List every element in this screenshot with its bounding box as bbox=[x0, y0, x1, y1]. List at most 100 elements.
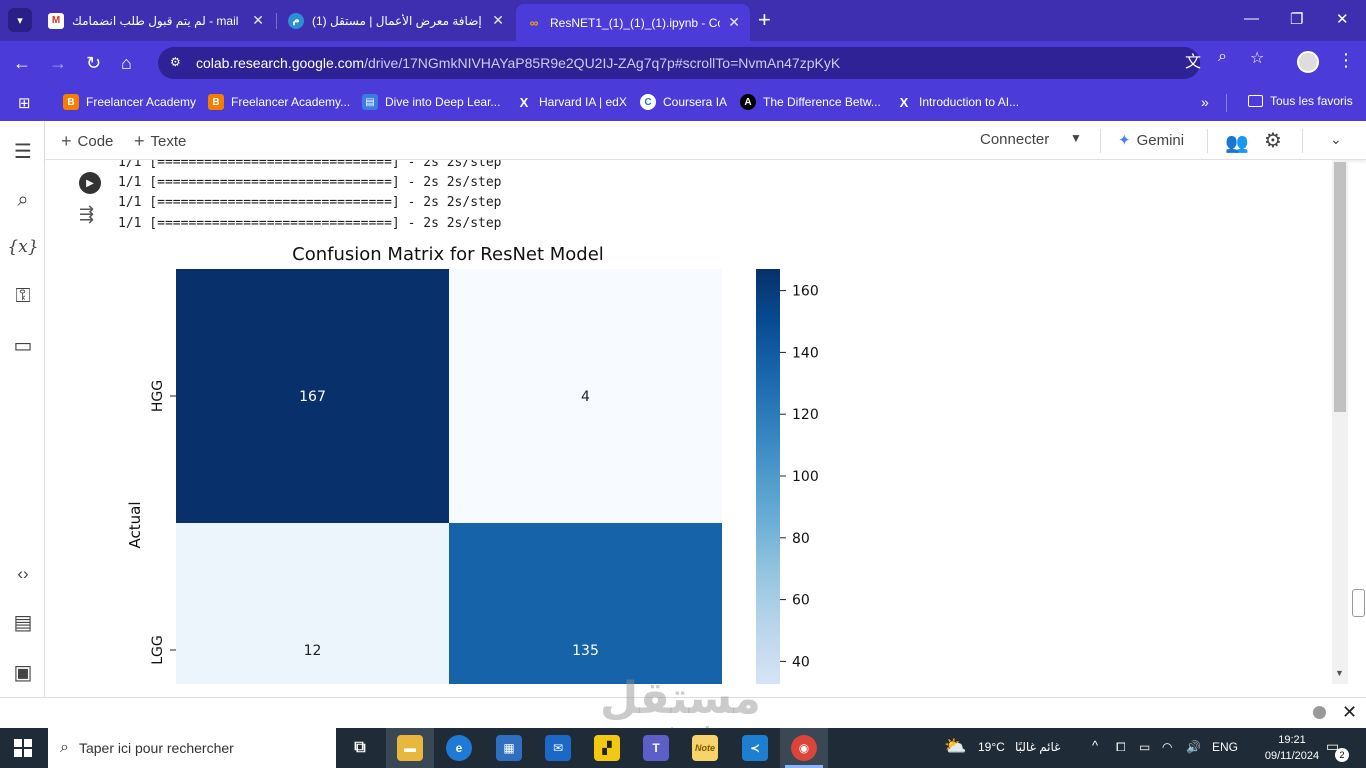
scroll-down-arrow-icon[interactable]: ▼ bbox=[1335, 668, 1344, 678]
key-icon[interactable]: ⚿ bbox=[15, 284, 31, 307]
bookmark-freelancer-academy-2[interactable]: B Freelancer Academy... bbox=[208, 94, 350, 110]
bookmark-dive-into-deep-learning[interactable]: ▤ Dive into Deep Lear... bbox=[362, 94, 500, 110]
tab-mostaql[interactable]: م (1) إضافة معرض الأعمال | مستقل ✕ bbox=[278, 6, 514, 35]
output-line: 1/1 [==============================] - 2… bbox=[118, 175, 502, 190]
taskbar-search-box[interactable]: ⌕ Taper ici pour rechercher bbox=[48, 728, 336, 768]
gemini-button[interactable]: ✦ Gemini bbox=[1118, 131, 1185, 150]
close-icon[interactable]: ✕ bbox=[252, 12, 264, 28]
translate-icon[interactable]: 文 bbox=[1185, 54, 1202, 71]
weather-cloud-icon[interactable]: ⛅ bbox=[944, 736, 967, 756]
apps-grid-icon[interactable]: ⊞ bbox=[18, 95, 31, 112]
minimize-icon[interactable]: — bbox=[1244, 10, 1259, 27]
battery-icon[interactable]: ▭ bbox=[1139, 740, 1151, 754]
tray-overflow-chevron-icon[interactable]: ^ bbox=[1092, 738, 1099, 753]
system-clock[interactable]: 19:21 09/11/2024 bbox=[1262, 732, 1322, 764]
bookmark-coursera[interactable]: C Coursera IA bbox=[640, 94, 727, 110]
tab-divider bbox=[276, 13, 277, 29]
zoom-icon[interactable]: ⌕ bbox=[1218, 48, 1227, 65]
tab-gmail[interactable]: M لم يتم قبول طلب انضمامك - mail ✕ bbox=[38, 6, 274, 35]
mostaql-icon: م bbox=[288, 12, 304, 29]
page-scrollbar-thumb[interactable] bbox=[1352, 589, 1365, 617]
command-palette-icon[interactable]: ▤ bbox=[13, 611, 33, 634]
home-icon[interactable]: ⌂ bbox=[121, 53, 132, 73]
site-info-icon[interactable]: ⚙ bbox=[170, 55, 181, 69]
site-icon: A bbox=[740, 94, 756, 110]
close-panel-icon[interactable]: ✕ bbox=[1342, 702, 1358, 722]
more-menu-icon[interactable]: ⋮ bbox=[1337, 50, 1355, 70]
address-bar[interactable]: ⚙ colab.research.google.com/drive/17NGmk… bbox=[158, 47, 1200, 79]
clock-date: 09/11/2024 bbox=[1264, 750, 1320, 762]
forward-arrow-icon[interactable]: → bbox=[49, 53, 67, 73]
cell-value-label: 167 bbox=[299, 389, 326, 405]
collapse-chevron-icon[interactable]: ⌄ bbox=[1330, 131, 1342, 147]
add-code-button[interactable]: + Code bbox=[61, 131, 113, 152]
colorbar-tick-label: 40 bbox=[792, 654, 810, 670]
share-people-icon[interactable]: 👥 bbox=[1225, 133, 1249, 154]
language-indicator[interactable]: ENG bbox=[1212, 740, 1239, 754]
file-explorer-icon[interactable]: ▬ bbox=[397, 735, 423, 761]
edge-browser-icon[interactable]: e bbox=[446, 735, 472, 761]
profile-avatar[interactable] bbox=[1297, 51, 1319, 73]
new-tab-plus-icon[interactable]: + bbox=[758, 7, 771, 32]
y-tick-label: HGG bbox=[150, 380, 166, 412]
volume-icon[interactable]: 🔊 bbox=[1186, 740, 1201, 754]
meet-now-icon[interactable]: ⧠ bbox=[1116, 740, 1126, 754]
search-icon[interactable]: ⌕ bbox=[17, 188, 29, 211]
output-line: 1/1 [==============================] - 2… bbox=[118, 195, 502, 210]
connect-label: Connecter bbox=[980, 131, 1050, 148]
bookmark-star-icon[interactable]: ☆ bbox=[1250, 50, 1265, 67]
bookmark-harvard-edx[interactable]: X Harvard IA | edX bbox=[516, 94, 627, 110]
bookmark-label: Tous les favoris bbox=[1270, 94, 1353, 108]
table-of-contents-icon[interactable]: ☰ bbox=[14, 140, 32, 163]
bookmark-the-difference[interactable]: A The Difference Betw... bbox=[740, 94, 881, 110]
more-bookmarks-chevron-icon[interactable]: » bbox=[1201, 94, 1209, 110]
restore-icon[interactable]: ❐ bbox=[1290, 11, 1304, 28]
bookmark-introduction-to-ai[interactable]: X Introduction to AI... bbox=[896, 94, 1019, 110]
connect-dropdown-chevron-icon[interactable]: ▼ bbox=[1070, 131, 1082, 145]
variables-icon[interactable]: {x} bbox=[7, 237, 39, 257]
window-close-icon[interactable]: ✕ bbox=[1336, 11, 1349, 28]
tab-title: (1) إضافة معرض الأعمال | مستقل bbox=[312, 13, 482, 28]
weather-temperature[interactable]: 19°C bbox=[978, 740, 1005, 754]
plus-icon: + bbox=[134, 131, 145, 151]
chrome-icon[interactable]: ◉ bbox=[791, 735, 817, 761]
add-text-button[interactable]: + Texte bbox=[134, 131, 186, 152]
bookmark-freelancer-academy[interactable]: B Freelancer Academy bbox=[63, 94, 196, 110]
teams-icon[interactable]: T bbox=[643, 735, 669, 761]
sticky-notes-icon[interactable]: ▞ bbox=[594, 735, 620, 761]
vscode-icon[interactable]: ≺ bbox=[742, 735, 768, 761]
all-bookmarks-folder[interactable]: Tous les favoris bbox=[1248, 94, 1353, 108]
output-actions-icon[interactable]: ⇶ bbox=[79, 204, 95, 224]
task-view-icon[interactable]: ⧉ bbox=[354, 739, 366, 756]
reload-icon[interactable]: ↻ bbox=[86, 53, 102, 73]
tab-search-chevron-icon[interactable]: ▾ bbox=[8, 8, 32, 32]
back-arrow-icon[interactable]: ← bbox=[13, 53, 31, 73]
tab-title: ResNET1_(1)_(1)_(1).ipynb - Cola bbox=[550, 15, 721, 30]
tab-colab[interactable]: ∞ ResNET1_(1)_(1)_(1).ipynb - Cola ✕ bbox=[516, 4, 750, 41]
colorbar-tick-label: 160 bbox=[792, 284, 819, 300]
colorbar-gradient bbox=[756, 269, 780, 684]
notebook-scrollbar-thumb[interactable] bbox=[1334, 162, 1346, 412]
close-icon[interactable]: ✕ bbox=[728, 14, 740, 30]
output-line: 1/1 [==============================] - 2… bbox=[118, 160, 502, 170]
settings-gear-icon[interactable]: ⚙ bbox=[1264, 130, 1282, 152]
close-icon[interactable]: ✕ bbox=[492, 12, 504, 28]
weather-description[interactable]: غائم غالبًا bbox=[1015, 740, 1061, 754]
colorbar-tick-label: 140 bbox=[792, 345, 819, 361]
folder-icon[interactable]: ▭ bbox=[13, 334, 33, 357]
browser-tab-strip: ▾ M لم يتم قبول طلب انضمامك - mail ✕ م (… bbox=[0, 0, 1366, 41]
windows-start-icon[interactable] bbox=[14, 739, 32, 757]
notes-app-icon[interactable]: Note bbox=[692, 735, 718, 761]
colab-toolbar: + Code + Texte Connecter ▼ ✦ Gemini 👥 ⚙ … bbox=[45, 121, 1366, 160]
code-snippets-icon[interactable]: ‹› bbox=[17, 564, 29, 583]
run-cell-play-icon[interactable]: ▶ bbox=[79, 172, 101, 194]
mail-icon[interactable]: ✉ bbox=[545, 735, 571, 761]
terminal-icon[interactable]: ▣ bbox=[13, 661, 33, 684]
wifi-icon[interactable]: ◠ bbox=[1162, 740, 1173, 754]
bookmark-label: The Difference Betw... bbox=[763, 95, 881, 109]
chart-title: Confusion Matrix for ResNet Model bbox=[292, 244, 604, 265]
gemini-label: Gemini bbox=[1136, 131, 1185, 149]
toolbar-divider bbox=[1302, 129, 1303, 153]
microsoft-store-icon[interactable]: ▦ bbox=[496, 735, 522, 761]
connect-button[interactable]: Connecter bbox=[980, 131, 1049, 148]
